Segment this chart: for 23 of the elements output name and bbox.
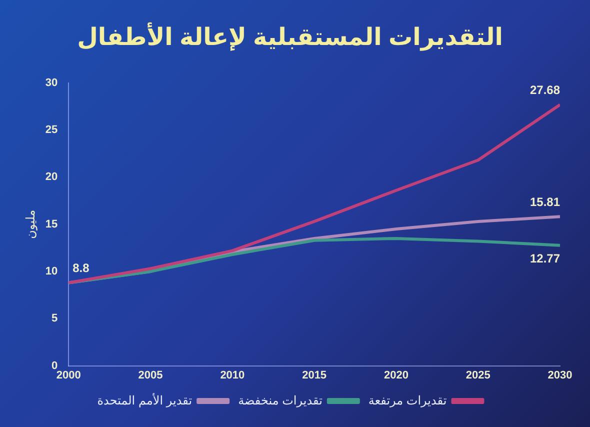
data-label: 27.68	[530, 83, 560, 97]
data-label: 15.81	[530, 194, 560, 209]
x-tick-label: 2015	[302, 369, 327, 382]
y-tick-label: 25	[45, 124, 58, 136]
data-label: 8.8	[72, 261, 90, 276]
y-axis-title: مليون	[24, 210, 38, 239]
y-tick-label: 0	[52, 360, 58, 372]
legend-label: تقديرات مرتفعة	[368, 393, 447, 408]
chart-title: التقديرات المستقبلية لإعالة الأطفال	[77, 22, 503, 52]
x-tick-label: 2010	[220, 369, 245, 382]
x-tick-label: 2020	[384, 369, 408, 382]
y-tick-label: 10	[45, 266, 58, 278]
legend-label: تقدير الأمم المتحدة	[97, 392, 192, 408]
data-label: 12.77	[530, 252, 560, 266]
y-tick-label: 20	[45, 171, 58, 184]
legend-label: تقديرات منخفضة	[238, 393, 322, 408]
x-tick-label: 2030	[548, 369, 572, 382]
y-tick-label: 15	[45, 218, 58, 230]
x-tick-label: 2000	[56, 369, 81, 382]
x-tick-label: 2005	[138, 369, 163, 382]
x-tick-label: 2025	[466, 369, 490, 382]
y-tick-label: 5	[52, 312, 58, 325]
y-tick-label: 30	[45, 76, 58, 89]
